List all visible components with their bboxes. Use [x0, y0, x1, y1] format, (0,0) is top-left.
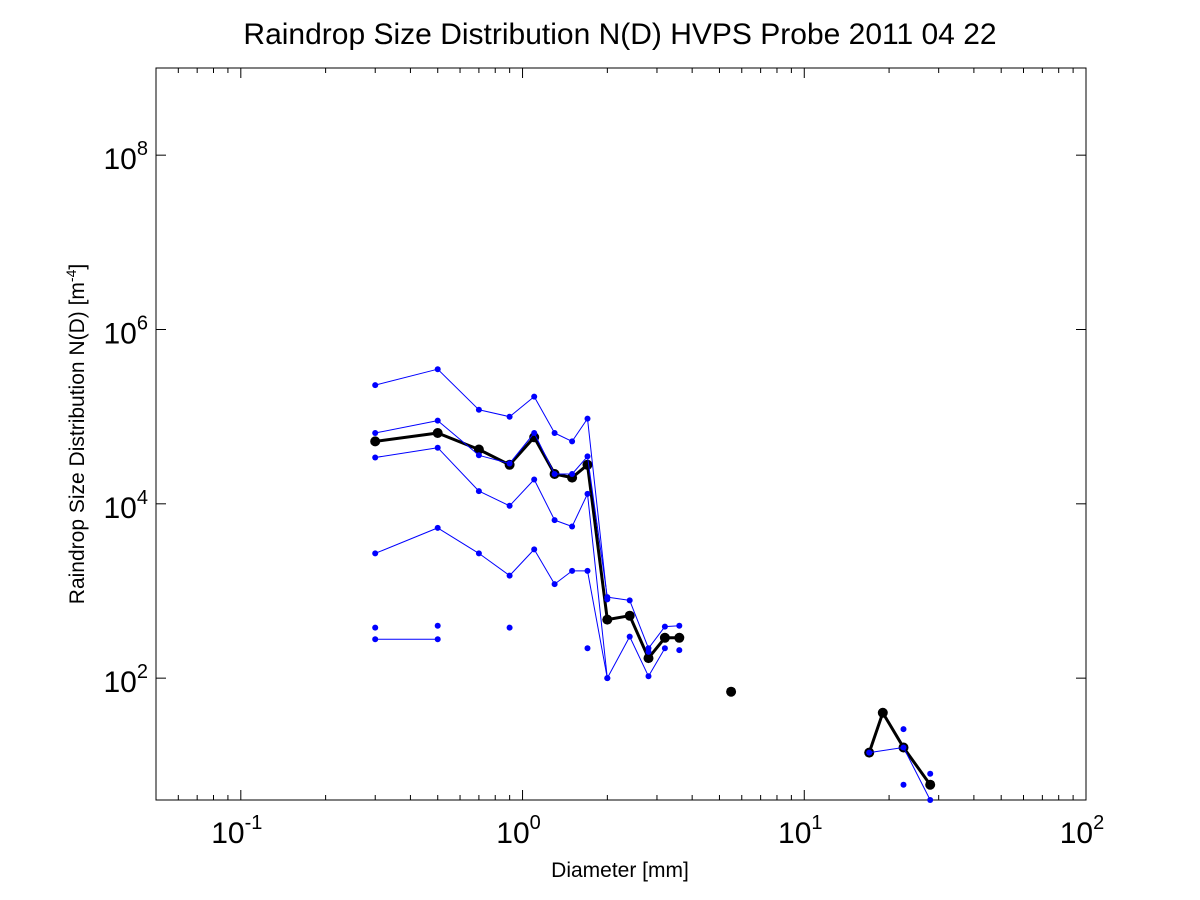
data-point	[645, 648, 652, 655]
data-point	[582, 459, 593, 470]
data-point	[584, 567, 591, 574]
data-point	[506, 460, 513, 467]
y-axis-label-exponent: -4	[63, 269, 79, 282]
series-8	[900, 726, 934, 788]
x-axis-label: Diameter [mm]	[551, 859, 689, 882]
data-point	[584, 490, 591, 497]
series-3	[372, 417, 683, 652]
data-point	[626, 597, 633, 604]
series-7	[372, 622, 683, 655]
series-2	[372, 366, 611, 603]
y-axis-label-end: ]	[66, 264, 89, 270]
data-point	[726, 686, 737, 697]
data-point	[569, 567, 576, 574]
data-point	[900, 744, 907, 751]
series-1	[370, 428, 936, 790]
data-point	[506, 624, 513, 631]
data-point	[569, 523, 576, 530]
data-point	[372, 454, 379, 461]
y-tick-label: 102	[104, 661, 149, 699]
axis-ticks	[155, 68, 1087, 800]
data-point	[626, 633, 633, 640]
data-point	[475, 488, 482, 495]
data-point	[551, 581, 558, 588]
data-point	[475, 406, 482, 413]
series-6	[372, 636, 441, 643]
series-5	[372, 524, 611, 682]
data-point	[569, 471, 576, 477]
data-point	[661, 645, 668, 652]
data-point	[551, 430, 558, 436]
data-point	[927, 797, 934, 803]
tick-labels: 10-1 100 101 102 102 104 106 108	[104, 138, 1105, 850]
data-point	[531, 430, 538, 436]
data-point	[372, 382, 379, 389]
data-point	[434, 366, 441, 373]
data-point	[531, 476, 538, 483]
data-point	[925, 779, 936, 790]
x-tick-label: 101	[778, 812, 823, 850]
data-point	[643, 653, 654, 664]
series-layer	[370, 366, 936, 803]
data-point	[434, 417, 441, 424]
data-point	[604, 594, 611, 601]
data-point	[569, 438, 576, 445]
y-tick-label: 106	[104, 312, 149, 350]
data-point	[434, 524, 441, 531]
data-point	[551, 471, 558, 477]
data-point	[877, 707, 888, 718]
y-axis-label-main: Raindrop Size Distribution N(D) [m	[66, 282, 89, 604]
data-point	[506, 413, 513, 420]
data-point	[529, 432, 540, 443]
data-point	[584, 645, 591, 652]
data-point	[475, 550, 482, 557]
data-point	[645, 673, 652, 680]
series-line	[867, 711, 932, 786]
series-4	[372, 444, 668, 682]
data-point	[927, 770, 934, 777]
data-point	[506, 572, 513, 579]
data-point	[434, 622, 441, 629]
data-point	[584, 415, 591, 422]
data-point	[372, 430, 379, 436]
data-point	[434, 444, 441, 451]
x-tick-label: 100	[496, 812, 541, 850]
data-point	[372, 550, 379, 557]
data-point	[584, 453, 591, 460]
y-axis-label: Raindrop Size Distribution N(D) [m-4]	[63, 264, 89, 604]
y-tick-label: 108	[104, 138, 149, 176]
data-point	[551, 517, 558, 524]
data-point	[434, 636, 441, 643]
data-point	[506, 502, 513, 509]
data-point	[531, 546, 538, 553]
data-point	[531, 393, 538, 400]
data-point	[372, 636, 379, 643]
y-tick-label: 104	[104, 487, 149, 525]
data-point	[473, 444, 484, 455]
data-point	[661, 623, 668, 630]
data-point	[602, 614, 613, 625]
x-tick-label: 102	[1060, 812, 1105, 850]
data-point	[432, 428, 443, 438]
data-point	[604, 675, 611, 682]
data-point	[372, 624, 379, 631]
data-point	[900, 781, 907, 788]
data-point	[900, 726, 907, 733]
chart-title: Raindrop Size Distribution N(D) HVPS Pro…	[243, 18, 996, 51]
plot-area	[155, 67, 1087, 801]
data-point	[624, 610, 635, 621]
series-9	[866, 744, 934, 803]
data-point	[370, 436, 381, 447]
x-tick-label: 10-1	[211, 812, 262, 850]
data-point	[475, 452, 482, 459]
data-point	[674, 632, 685, 643]
data-point	[866, 749, 873, 756]
series-line	[375, 447, 666, 679]
data-point	[676, 647, 683, 654]
data-point	[676, 622, 683, 629]
data-point	[659, 632, 670, 643]
